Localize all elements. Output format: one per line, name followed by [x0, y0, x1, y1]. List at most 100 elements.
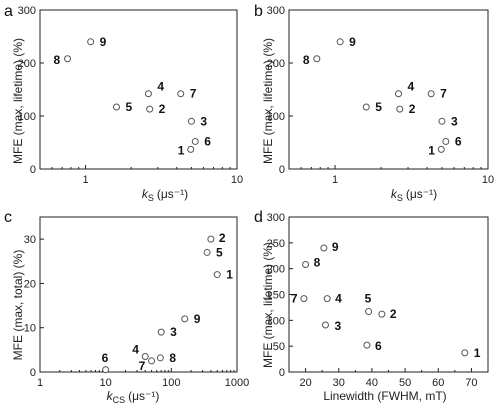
data-label-9: 9	[332, 240, 339, 254]
panel-a-xlabel-sub: S	[148, 193, 154, 203]
y-tick-label: 100	[18, 111, 36, 123]
panel-d-ylabel: MFE (max, lifetime) (%)	[261, 242, 275, 368]
data-point-1	[461, 349, 469, 357]
panel-d-frame	[288, 216, 489, 373]
data-point-6	[102, 366, 110, 374]
data-point-4	[144, 90, 152, 98]
data-point-2	[396, 105, 404, 113]
y-tick-label: 100	[267, 111, 285, 123]
data-point-1	[187, 145, 195, 153]
data-point-4	[323, 295, 331, 303]
data-label-2: 2	[159, 102, 166, 116]
x-tick-label: 100	[162, 377, 180, 389]
data-label-6: 6	[455, 134, 462, 148]
data-label-2: 2	[219, 231, 226, 245]
data-label-5: 5	[125, 100, 132, 114]
x-tick-label: 1000	[225, 377, 249, 389]
data-label-1: 1	[474, 346, 481, 360]
panel-a: a MFE (max, lifetime) (%) kS (μs⁻¹) 0 100 2…	[4, 3, 243, 203]
data-point-4	[141, 353, 149, 360]
x-tick-label: 10	[100, 377, 112, 389]
panel-c-xlabel-main: k	[107, 389, 114, 403]
data-point-6	[442, 137, 450, 145]
panel-c-xlabel-unit: (μs⁻¹)	[128, 389, 159, 403]
data-label-3: 3	[170, 325, 177, 339]
y-tick-label: 10	[24, 323, 36, 335]
x-tick-label: 1	[332, 174, 338, 186]
data-point-3	[321, 321, 329, 329]
panel-c-frame	[39, 216, 238, 373]
data-point-7	[177, 90, 185, 98]
data-label-6: 6	[375, 339, 382, 353]
data-label-2: 2	[390, 307, 397, 321]
panel-b-ylabel: MFE (max, lifetime) (%)	[261, 38, 275, 164]
data-label-2: 2	[409, 102, 416, 116]
data-point-6	[363, 341, 371, 349]
data-point-5	[365, 308, 373, 316]
x-tick-label: 20	[299, 377, 311, 389]
x-tick-label: 40	[366, 377, 378, 389]
data-point-8	[302, 261, 310, 269]
panel-a-frame	[39, 9, 238, 170]
panel-a-xlabel-unit: (μs⁻¹)	[157, 187, 188, 201]
panel-b-xlabel: kS (μs⁻¹)	[391, 187, 437, 203]
data-label-9: 9	[349, 35, 356, 49]
x-tick-label: 30	[333, 377, 345, 389]
y-tick-label: 200	[267, 264, 285, 276]
y-tick-label: 20	[24, 278, 36, 290]
panel-b: b MFE (max, lifetime) (%) kS (μs⁻¹) 0 100 2…	[254, 3, 494, 203]
data-label-3: 3	[200, 114, 207, 128]
y-tick-label: 30	[24, 234, 36, 246]
data-point-5	[362, 103, 370, 111]
y-tick-label: 0	[279, 367, 285, 379]
panel-b-xlabel-unit: (μs⁻¹)	[406, 187, 437, 201]
y-tick-label: 300	[267, 5, 285, 17]
data-label-7: 7	[440, 87, 447, 101]
y-tick-label: 200	[267, 58, 285, 70]
data-point-5	[203, 248, 211, 256]
data-point-8	[64, 55, 72, 63]
data-label-6: 6	[102, 351, 109, 365]
x-tick-label: 60	[432, 377, 444, 389]
data-point-3	[157, 328, 165, 336]
x-tick-label: 70	[465, 377, 477, 389]
data-label-9: 9	[100, 35, 107, 49]
data-label-5: 5	[365, 292, 372, 306]
data-label-7: 7	[139, 359, 146, 373]
data-label-7: 7	[190, 87, 197, 101]
y-tick-label: 150	[267, 290, 285, 302]
data-label-4: 4	[157, 80, 164, 94]
panel-c: c MFE (max, total) (%) kCS (μs⁻¹) 0 10 20 30…	[4, 209, 249, 405]
data-point-7	[427, 90, 435, 98]
y-tick-label: 100	[267, 315, 285, 327]
data-label-8: 8	[314, 256, 321, 270]
y-tick-label: 300	[18, 5, 36, 17]
data-label-3: 3	[334, 319, 341, 333]
panel-a-xlabel: kS (μs⁻¹)	[142, 187, 188, 203]
panel-a-letter: a	[4, 3, 13, 20]
data-point-9	[336, 38, 344, 46]
panel-c-ylabel: MFE (max, total) (%)	[11, 250, 25, 361]
panel-b-xlabel-sub: S	[397, 193, 403, 203]
data-point-4	[395, 90, 403, 98]
panel-b-frame	[288, 9, 489, 170]
data-point-9	[87, 38, 95, 46]
y-tick-label: 0	[30, 164, 36, 176]
x-tick-label: 1	[83, 174, 89, 186]
data-point-2	[207, 235, 215, 243]
data-label-6: 6	[204, 134, 211, 148]
data-point-1	[213, 271, 221, 279]
data-point-5	[112, 103, 120, 111]
panel-a-xlabel-main: k	[142, 187, 149, 201]
data-point-9	[181, 315, 189, 323]
data-point-8	[313, 55, 321, 63]
data-label-8: 8	[54, 53, 61, 67]
data-label-5: 5	[216, 245, 223, 259]
panel-c-letter: c	[4, 209, 12, 226]
panel-c-xlabel: kCS (μs⁻¹)	[107, 389, 160, 405]
panel-d-xlabel: Linewidth (FWHM, mT)	[323, 389, 446, 403]
data-point-3	[187, 117, 195, 125]
data-label-8: 8	[169, 351, 176, 365]
data-point-2	[378, 310, 386, 318]
